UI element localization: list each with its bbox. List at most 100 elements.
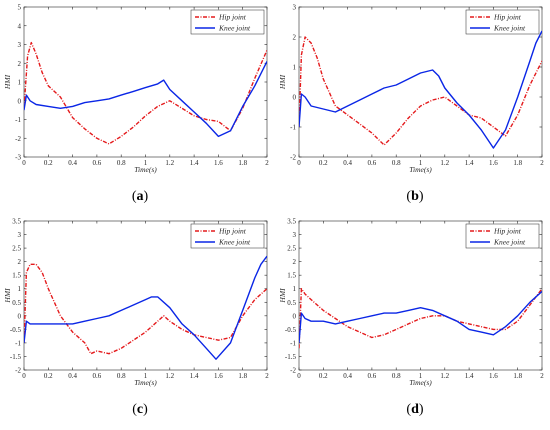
panel-caption: (c) [132,402,148,417]
y-tick-label: -0.5 [285,326,297,334]
series-line-hip [299,36,542,146]
legend-label-knee: Knee joint [493,238,526,247]
y-tick-label: -1.5 [285,353,297,361]
y-axis-label: HMI [278,74,287,90]
x-tick-label: 1.6 [489,159,498,167]
y-tick-label: 1 [18,79,22,87]
x-tick-label: 2 [540,372,544,380]
y-tick-label: 5 [18,4,22,12]
x-tick-label: 0.8 [392,159,401,167]
y-tick-label: 3.5 [287,218,296,226]
y-tick-label: -2 [290,367,296,375]
y-tick-label: 1 [293,285,297,293]
caption-close: ) [419,402,424,417]
y-tick-label: 3 [293,231,297,239]
y-tick-label: 0 [293,94,297,102]
panel-caption: (d) [406,402,423,417]
x-tick-label: 0.6 [93,159,102,167]
x-tick-label: 0.4 [68,159,77,167]
x-tick-label: 0 [297,159,301,167]
y-axis-label: HMI [278,288,287,304]
legend-label-knee: Knee joint [493,24,526,33]
x-axis-label: Time(s) [134,165,157,174]
y-tick-label: -2 [290,154,296,162]
x-axis-label: Time(s) [409,165,432,174]
caption-open: ( [406,189,411,204]
series-line-hip [24,263,267,355]
x-tick-label: 0 [22,159,26,167]
y-tick-label: -2 [15,367,21,375]
y-tick-label: -0.5 [10,326,22,334]
x-tick-label: 1.8 [238,159,247,167]
y-tick-label: 0.5 [12,299,21,307]
y-axis-label: HMI [3,74,12,90]
y-tick-label: -1 [15,339,21,347]
y-tick-label: 2 [18,258,22,266]
legend-label-hip: Hip joint [218,227,247,236]
y-tick-label: 2.5 [287,245,296,253]
y-tick-label: 3 [18,231,22,239]
x-tick-label: 0.4 [68,372,77,380]
chart-panel-c: 0 0.2 0.4 0.6 0.8 1 1.2 1.4 1.6 1.8 2 -2 -1.5 -1 -0.5 0… [3,218,269,418]
y-tick-label: 0 [18,312,22,320]
y-tick-label: 2.5 [12,245,21,253]
legend-box [465,9,540,35]
y-tick-label: -1 [15,116,21,124]
x-tick-label: 1.8 [238,372,247,380]
legend-box [190,223,265,249]
y-tick-label: -1.5 [10,353,22,361]
x-tick-label: 0.2 [319,372,328,380]
caption-close: ) [419,189,424,204]
chart-panel-b: 0 0.2 0.4 0.6 0.8 1 1.2 1.4 1.6 1.8 2 -2 -1 0 1 2 3 Time(… [278,4,544,205]
y-axis-label: HMI [3,288,12,304]
series-line-knee [24,255,267,360]
x-tick-label: 0.2 [319,159,328,167]
caption-letter: d [411,402,419,417]
y-tick-label: 0 [293,312,297,320]
y-tick-label: 2 [293,258,297,266]
y-tick-label: 3.5 [12,218,21,226]
x-tick-label: 0.8 [117,159,126,167]
x-tick-label: 1.2 [440,159,449,167]
x-tick-label: 0.2 [44,159,53,167]
legend-label-hip: Hip joint [493,13,522,22]
x-tick-label: 1.4 [190,159,199,167]
y-tick-label: 1.5 [12,272,21,280]
x-axis-label: Time(s) [134,378,157,387]
series-line-knee [24,61,267,138]
caption-close: ) [144,189,149,204]
x-tick-label: 0 [297,372,301,380]
x-tick-label: 0.6 [368,372,377,380]
legend-label-hip: Hip joint [493,227,522,236]
x-tick-label: 0.4 [343,159,352,167]
x-tick-label: 0.6 [368,159,377,167]
y-tick-label: 3 [18,41,22,49]
y-tick-label: 2 [18,60,22,68]
x-tick-label: 1.2 [440,372,449,380]
series-line-knee [299,290,542,343]
caption-letter: b [411,189,419,204]
x-tick-label: 1.6 [214,372,223,380]
y-tick-label: 1.5 [287,272,296,280]
y-tick-label: -1 [290,339,296,347]
x-tick-label: 0 [22,372,26,380]
chart-panel-d: 0 0.2 0.4 0.6 0.8 1 1.2 1.4 1.6 1.8 2 -2 -1.5 -1 -0.5 0… [278,218,544,418]
x-tick-label: 1.4 [465,159,474,167]
x-tick-label: 2 [265,372,269,380]
y-tick-label: -3 [15,154,21,162]
x-tick-label: 1.6 [214,159,223,167]
x-tick-label: 1 [144,372,148,380]
legend-label-knee: Knee joint [218,24,251,33]
caption-letter: a [137,189,144,204]
x-tick-label: 1.2 [165,372,174,380]
x-tick-label: 0.8 [392,372,401,380]
x-axis-label: Time(s) [409,378,432,387]
y-tick-label: 0.5 [287,299,296,307]
x-tick-label: 1.8 [513,372,522,380]
series-line-hip [24,41,267,145]
y-tick-label: 4 [18,22,22,30]
caption-letter: c [137,402,143,417]
x-tick-label: 1 [419,159,423,167]
